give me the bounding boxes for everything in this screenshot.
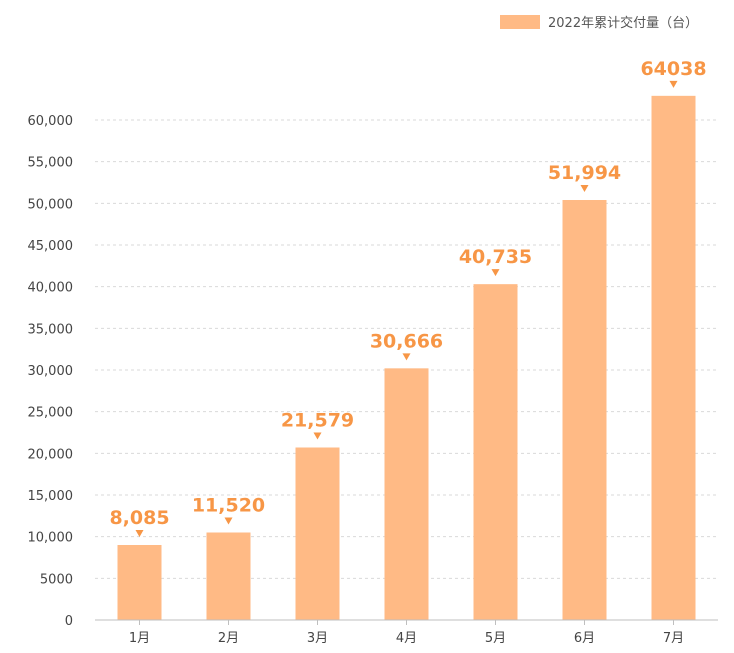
data-marker: [224, 517, 233, 525]
data-label: 64038: [640, 58, 706, 80]
bar: [295, 447, 340, 620]
data-label: 11,520: [192, 495, 265, 517]
x-tick-label: 5月: [485, 631, 506, 646]
data-marker: [313, 432, 322, 440]
y-tick-label: 60,000: [28, 114, 74, 129]
data-label: 8,085: [109, 507, 169, 529]
y-axis: 0 5000 10,000 15,000 20,000 25,000 30,000 35,00…: [28, 114, 74, 629]
y-tick-label: 40,000: [28, 281, 74, 296]
data-label: 51,994: [548, 162, 621, 184]
y-tick-label: 0: [65, 614, 73, 629]
bar: [651, 95, 696, 621]
data-markers: [135, 80, 678, 537]
bar: [384, 368, 429, 620]
data-marker: [491, 269, 500, 277]
data-marker: [580, 185, 589, 192]
data-marker: [669, 80, 678, 88]
x-tick-label: 1月: [129, 631, 150, 646]
x-tick-label: 3月: [307, 631, 328, 646]
x-tick-label: 6月: [574, 631, 595, 646]
y-tick-label: 10,000: [28, 531, 74, 546]
x-axis: 1月 2月 3月 4月 5月 6月 7月: [95, 619, 718, 646]
data-label: 30,666: [370, 330, 443, 352]
bar: [473, 284, 518, 620]
grid-lines: [95, 119, 718, 579]
bar: [562, 200, 607, 620]
bars: [117, 95, 696, 621]
data-label: 40,735: [459, 246, 532, 268]
x-tick-label: 4月: [396, 631, 417, 646]
data-label: 21,579: [281, 410, 354, 432]
y-tick-label: 5000: [40, 572, 73, 587]
y-tick-label: 45,000: [28, 239, 74, 254]
y-tick-label: 30,000: [28, 364, 74, 379]
legend-swatch: [500, 15, 540, 29]
legend: 2022年累计交付量（台）: [500, 15, 698, 31]
y-tick-label: 25,000: [28, 406, 74, 421]
y-tick-label: 20,000: [28, 447, 74, 462]
y-tick-label: 55,000: [28, 156, 74, 171]
y-tick-label: 35,000: [28, 322, 74, 337]
data-marker: [135, 530, 144, 537]
x-tick-label: 7月: [663, 631, 684, 646]
bar: [117, 545, 162, 620]
data-marker: [402, 353, 411, 361]
y-tick-label: 15,000: [28, 489, 74, 504]
legend-label: 2022年累计交付量（台）: [548, 15, 698, 31]
bar: [206, 532, 251, 620]
data-labels: 8,085 11,520 21,579 30,666 40,735 51,994 64038: [109, 58, 706, 529]
y-tick-label: 50,000: [28, 197, 74, 212]
x-tick-label: 2月: [218, 631, 239, 646]
